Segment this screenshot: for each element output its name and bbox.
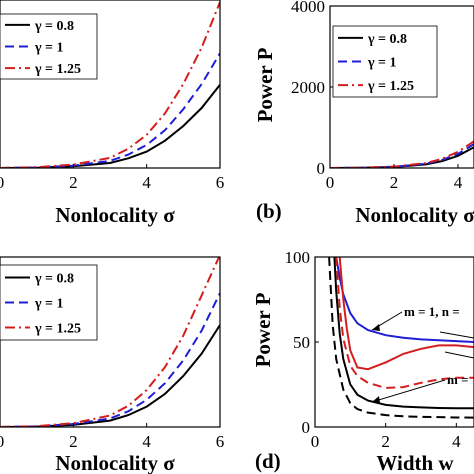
series-line-1 <box>330 143 474 168</box>
x-axis-label: Nonlocality σ <box>355 203 474 227</box>
x-tick-label: 2 <box>390 173 399 192</box>
x-axis-label: Width w <box>376 451 454 474</box>
x-tick-label: 4 <box>452 432 461 451</box>
annotation-arrowhead <box>372 396 380 403</box>
annotation-text: m = <box>447 372 469 387</box>
y-axis-label: Power P <box>253 47 277 122</box>
legend-entry: γ = 1 <box>367 56 397 71</box>
legend-entry: γ = 1.25 <box>34 62 81 77</box>
panel-bottom-right: 0 2 4 0 50 100 Width w Power P (d) m = 1, n = m = <box>251 248 474 474</box>
x-tick-label: 0 <box>326 173 335 192</box>
x-axis-label: Nonlocality σ <box>55 203 175 227</box>
x-axis-label: Nonlocality σ <box>55 451 175 474</box>
legend: γ = 0.8 γ = 1 γ = 1.25 <box>0 264 98 341</box>
series-line-0 <box>330 146 474 168</box>
x-tick-label: 2 <box>381 432 390 451</box>
axes-frame <box>314 256 474 428</box>
annotation-arrowhead <box>372 324 380 331</box>
x-tick-label: 4 <box>142 173 151 192</box>
x-tick-label: 0 <box>0 173 4 192</box>
legend-entry: γ = 1.25 <box>34 322 81 337</box>
annotation-text: m = 1, n = <box>404 304 460 319</box>
series-line-4 <box>328 257 474 419</box>
panel-top-left: 0 2 4 6 Nonlocality σ γ = 0.8 γ = 1 γ = 1.25 <box>0 0 224 227</box>
y-tick-label: 2000 <box>291 78 325 97</box>
panel-bottom-left: 0 2 4 6 Nonlocality σ γ = 0.8 γ = 1 γ = 1.25 <box>0 256 225 474</box>
y-axis-label: Power P <box>251 292 275 367</box>
series-line-1 <box>338 257 474 371</box>
x-tick-label: 2 <box>69 173 78 192</box>
series-line-0 <box>335 257 474 343</box>
x-tick-label: 0 <box>0 432 4 451</box>
series-line-2 <box>333 257 474 410</box>
panel-label: (d) <box>255 449 281 473</box>
x-tick-label: 6 <box>216 173 225 192</box>
x-tick-label: 4 <box>142 432 151 451</box>
annotation-pointer <box>439 331 474 339</box>
axes-frame <box>0 256 221 428</box>
x-tick-label: 4 <box>454 173 463 192</box>
series-line-1 <box>0 52 220 168</box>
panel-top-right: 0 2 4 0 2000 4000 Nonlocality σ Power P (b) γ = 0… <box>253 0 474 227</box>
annotation-arrow <box>371 379 446 403</box>
x-tick-label: 0 <box>311 432 320 451</box>
series-line-2 <box>0 257 220 427</box>
legend-entry: γ = 1.25 <box>367 79 414 94</box>
legend-entry: γ = 0.8 <box>34 272 74 287</box>
series-line-3 <box>335 257 474 389</box>
legend-entry: γ = 1 <box>34 41 64 56</box>
panel-label: (b) <box>256 199 282 223</box>
legend: γ = 0.8 γ = 1 γ = 1.25 <box>332 25 438 98</box>
y-tick-label: 0 <box>317 159 326 178</box>
legend-box <box>332 25 438 98</box>
y-tick-label: 0 <box>302 418 311 437</box>
series-line-1 <box>0 292 220 427</box>
annotation-pointer <box>444 351 474 359</box>
legend-entry: γ = 0.8 <box>367 32 407 47</box>
series-line-2 <box>330 140 474 168</box>
series-line-0 <box>0 324 220 427</box>
legend-entry: γ = 0.8 <box>34 19 74 34</box>
legend: γ = 0.8 γ = 1 γ = 1.25 <box>0 13 98 80</box>
series-line-2 <box>0 1 220 168</box>
legend-entry: γ = 1 <box>34 297 64 312</box>
y-tick-label: 50 <box>293 333 310 352</box>
series-line-0 <box>0 84 220 168</box>
y-tick-label: 4000 <box>291 0 325 16</box>
x-tick-label: 6 <box>216 432 225 451</box>
axes-frame <box>0 0 221 169</box>
x-tick-label: 2 <box>69 432 78 451</box>
y-tick-label: 100 <box>285 248 311 267</box>
